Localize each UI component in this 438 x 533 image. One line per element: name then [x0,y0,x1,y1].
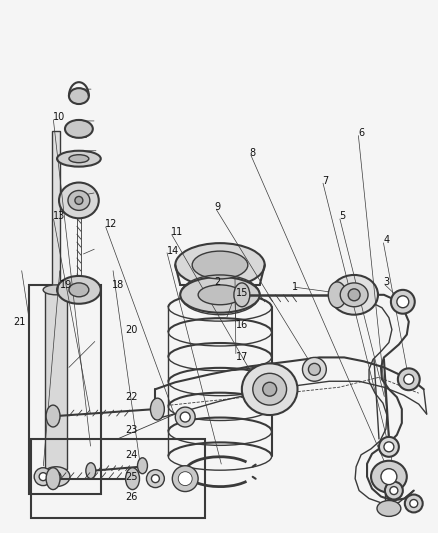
Text: 6: 6 [358,127,364,138]
Ellipse shape [198,285,242,305]
Bar [31,439,205,519]
Ellipse shape [172,466,198,491]
Text: 15: 15 [237,288,249,298]
Circle shape [405,495,423,512]
Text: 19: 19 [60,280,72,290]
Text: 5: 5 [339,211,346,221]
Bar [52,131,60,295]
Ellipse shape [86,463,96,479]
Text: 1: 1 [292,281,298,292]
Ellipse shape [340,283,368,307]
Text: 2: 2 [215,277,221,287]
Ellipse shape [330,275,378,314]
Ellipse shape [178,472,192,486]
Ellipse shape [175,243,265,287]
Ellipse shape [59,182,99,219]
Ellipse shape [57,151,101,167]
Text: 16: 16 [237,320,249,330]
Ellipse shape [253,373,286,405]
Circle shape [51,472,61,482]
Text: 26: 26 [125,492,138,502]
Ellipse shape [303,358,326,381]
Text: 11: 11 [171,227,184,237]
Ellipse shape [138,458,148,474]
Ellipse shape [242,364,297,415]
Text: 12: 12 [105,219,117,229]
Ellipse shape [192,251,248,279]
Text: 4: 4 [384,235,390,245]
Ellipse shape [328,282,346,308]
Ellipse shape [69,88,89,104]
Circle shape [390,487,398,495]
Circle shape [398,368,420,390]
Circle shape [263,382,277,396]
Circle shape [39,473,47,481]
Text: 25: 25 [125,472,138,482]
Circle shape [146,470,164,488]
Text: 24: 24 [125,449,138,459]
Circle shape [410,499,418,507]
Circle shape [384,442,394,452]
Circle shape [381,469,397,484]
Ellipse shape [150,398,164,420]
Ellipse shape [57,276,101,304]
Text: 8: 8 [250,148,256,158]
Ellipse shape [234,283,250,307]
Text: 22: 22 [125,392,138,402]
Ellipse shape [126,468,140,490]
Ellipse shape [43,285,69,295]
Circle shape [404,374,414,384]
Ellipse shape [69,155,89,163]
Circle shape [308,364,320,375]
Ellipse shape [180,277,260,313]
Ellipse shape [42,467,70,487]
Text: 3: 3 [384,277,390,287]
Circle shape [379,437,399,457]
Text: 23: 23 [125,425,138,434]
Circle shape [391,290,415,314]
Circle shape [175,407,195,427]
Circle shape [34,468,52,486]
Text: 9: 9 [215,202,221,212]
Ellipse shape [46,468,60,490]
Circle shape [397,296,409,308]
Bar [45,290,67,469]
Text: 18: 18 [113,280,125,290]
Bar [29,285,101,494]
Circle shape [152,475,159,482]
Text: 20: 20 [125,325,138,335]
Ellipse shape [68,190,90,211]
Ellipse shape [371,461,407,492]
Text: 10: 10 [53,112,65,122]
Circle shape [385,482,403,499]
Circle shape [180,412,190,422]
Circle shape [348,289,360,301]
Text: 13: 13 [53,211,65,221]
Ellipse shape [65,120,93,138]
Circle shape [75,197,83,204]
Text: 17: 17 [237,352,249,361]
Text: 14: 14 [167,246,179,256]
Text: 7: 7 [322,176,329,185]
Ellipse shape [377,500,401,516]
Ellipse shape [46,405,60,427]
Ellipse shape [69,283,89,297]
Text: 21: 21 [14,317,26,327]
